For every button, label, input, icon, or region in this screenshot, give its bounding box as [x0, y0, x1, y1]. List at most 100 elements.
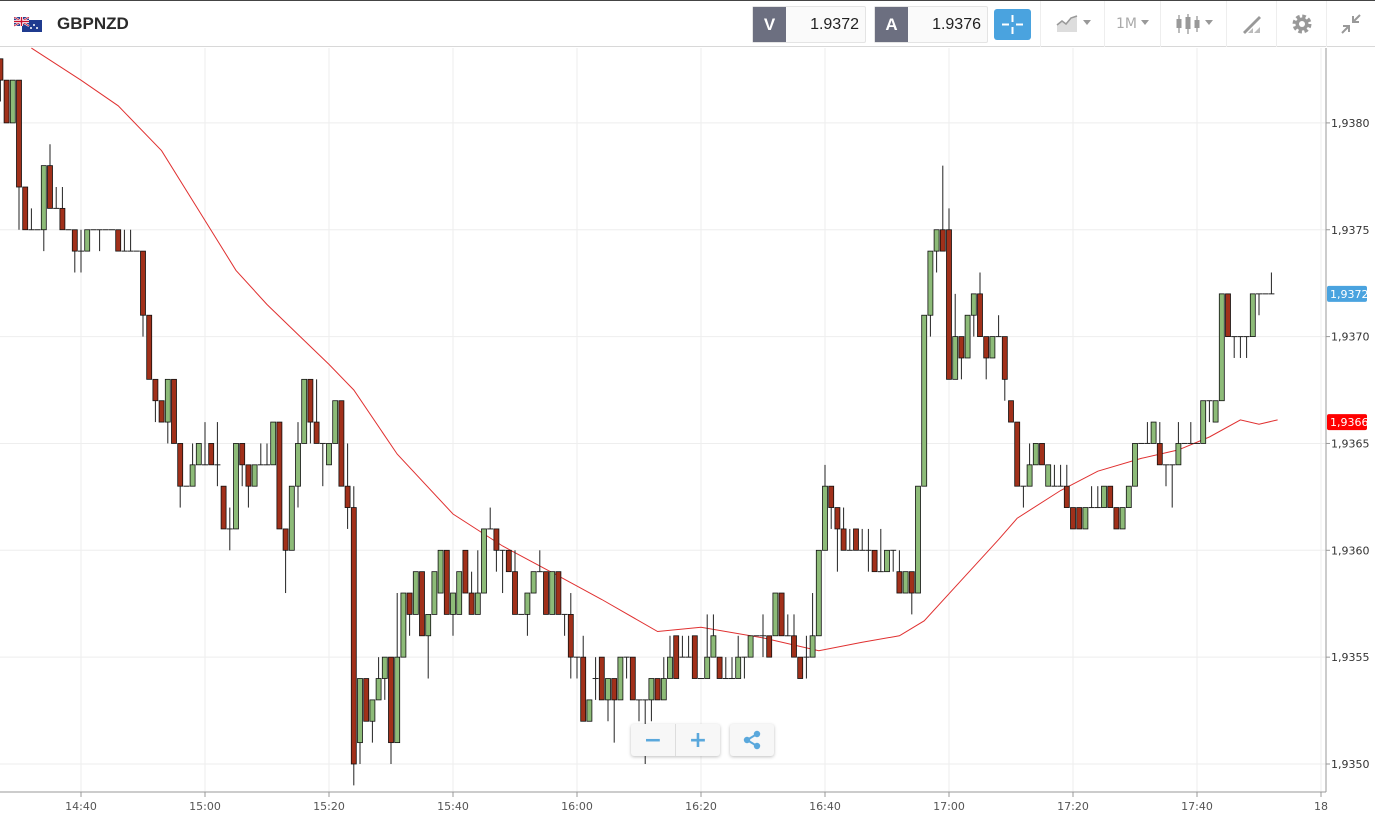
candle-body-down [338, 400, 345, 487]
candle [220, 485, 227, 530]
candle [239, 443, 246, 487]
candle [208, 443, 215, 466]
candle [1206, 400, 1213, 423]
candle [567, 593, 574, 679]
candle-body-down [282, 528, 289, 551]
candle-body-down [1070, 507, 1076, 530]
candle [307, 378, 314, 444]
candle [375, 657, 382, 701]
candle [487, 507, 494, 530]
candle-body-up [400, 592, 407, 658]
candle [679, 635, 686, 658]
candle-body-up [989, 336, 996, 359]
share-icon [743, 730, 761, 750]
candle [84, 229, 91, 252]
candle [78, 229, 84, 273]
candle-body-down [363, 678, 370, 722]
candle-body-down [313, 421, 320, 444]
candle-body-down [158, 400, 165, 423]
drawing-tools-button[interactable] [1226, 1, 1276, 47]
candle [499, 549, 506, 594]
candle-body-up [84, 229, 91, 252]
candle-body-down [580, 656, 587, 722]
zoom-out-button[interactable]: − [631, 724, 676, 756]
candle-body-down [493, 528, 500, 551]
share-button[interactable] [730, 724, 774, 756]
candle-body-up [195, 443, 202, 466]
chart-type-button[interactable] [1160, 1, 1226, 47]
candle-body-up [1101, 485, 1107, 508]
candlestick-type-icon [1176, 14, 1199, 34]
candle [1039, 443, 1045, 466]
candle [828, 485, 835, 529]
candle-body-up [1045, 464, 1052, 487]
candle-body-down [567, 614, 574, 658]
compare-chart-button[interactable] [1040, 1, 1104, 47]
candle [555, 571, 562, 615]
candle [400, 592, 407, 658]
candle-body-up [450, 592, 456, 615]
candle [1107, 485, 1114, 508]
candle [481, 528, 487, 594]
candle [53, 187, 60, 209]
candle-body-up [295, 443, 301, 487]
settings-button[interactable] [1276, 1, 1326, 47]
candle [921, 314, 928, 487]
candle [1070, 507, 1076, 530]
candle [834, 507, 841, 572]
candle-body-down [146, 314, 153, 380]
candle-body-down [462, 549, 469, 594]
buy-price-button[interactable]: A 1.9376 [874, 6, 988, 43]
crosshair-button[interactable] [994, 9, 1031, 40]
y-tick-label: 1,9360 [1331, 544, 1370, 557]
candle [536, 550, 543, 573]
candle-body-down [208, 443, 215, 466]
candle-body-down [543, 571, 549, 615]
candle-body-up [1212, 400, 1219, 423]
candle-body-up [1119, 507, 1126, 530]
candle-body-up [375, 678, 382, 701]
candle [332, 400, 339, 444]
crosshair-icon [1002, 15, 1023, 34]
y-tick-label: 1,9365 [1331, 437, 1370, 450]
candle [474, 550, 481, 615]
candle-body-down [946, 229, 952, 380]
candle [908, 571, 915, 615]
candle [846, 528, 853, 551]
collapse-button[interactable] [1326, 1, 1375, 47]
candle-body-up [1200, 400, 1207, 444]
y-tick-label: 1,9370 [1331, 331, 1370, 344]
candle [152, 378, 159, 423]
candle [1026, 443, 1033, 487]
candle-body-up [915, 485, 921, 594]
candle [735, 635, 742, 679]
candle [958, 336, 965, 380]
candle [995, 315, 1002, 338]
moving-average-line [31, 47, 1278, 652]
candle-body-down [1113, 507, 1120, 530]
candle [939, 165, 946, 252]
candle [22, 186, 29, 231]
candle-body-up [474, 592, 481, 615]
candle-body-up [40, 165, 47, 231]
zoom-in-button[interactable]: + [688, 727, 708, 753]
moving-average [31, 47, 1278, 652]
candle-body-up [902, 571, 909, 594]
y-tick-label: 1,9350 [1331, 758, 1370, 771]
candle [1101, 485, 1107, 508]
candle-body-down [47, 165, 53, 209]
x-tick-label: 15:40 [437, 800, 469, 813]
candle [729, 657, 735, 680]
candle-body-up [1175, 443, 1182, 466]
candle-body-down [468, 592, 475, 615]
x-tick-label: 17:00 [933, 800, 965, 813]
candle-body-down [1008, 400, 1014, 423]
candle [1169, 464, 1176, 508]
timeframe-button[interactable]: 1M [1104, 1, 1160, 47]
candle-body-down [171, 378, 177, 444]
candle [288, 485, 295, 551]
candle [1045, 464, 1052, 487]
sell-price-button[interactable]: V 1.9372 [752, 6, 866, 43]
compare-chart-icon [1056, 15, 1077, 32]
